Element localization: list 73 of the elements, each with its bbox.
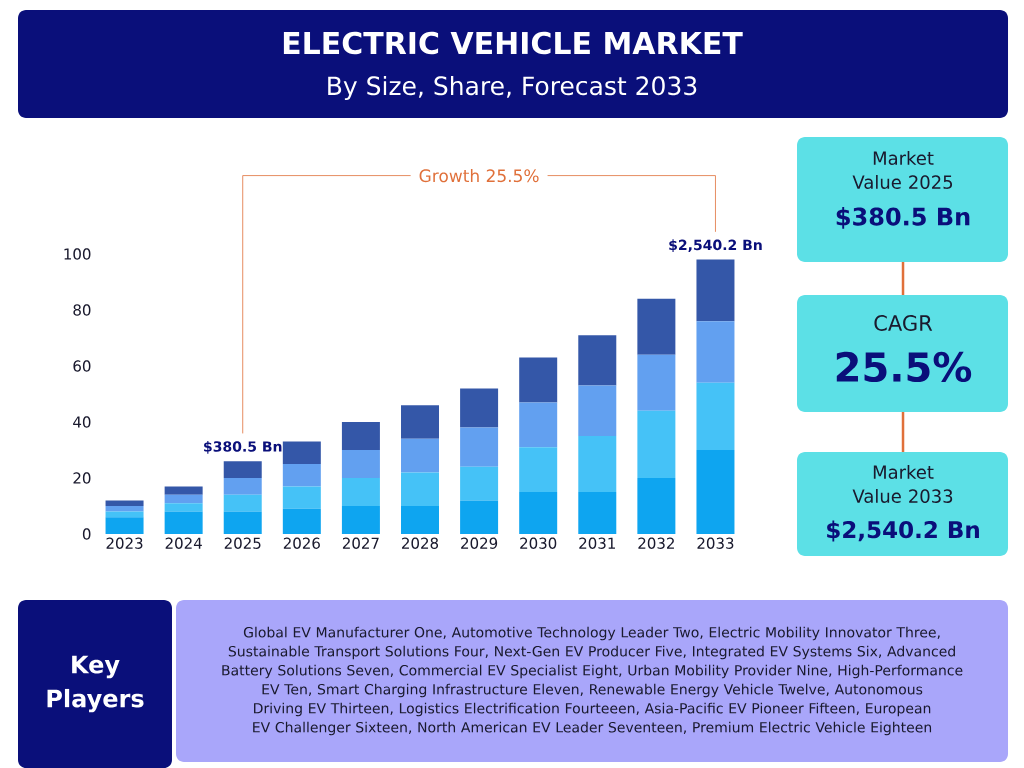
x-tick-label: 2026 [283,537,320,549]
bar [696,321,735,383]
bar [637,354,676,411]
bar [519,492,558,534]
bar [164,486,203,495]
bar [401,405,440,439]
x-tick-label: 2031 [579,537,615,549]
bar [401,506,440,534]
x-tick-label: 2032 [638,537,674,549]
bar [460,427,499,467]
bar [519,402,558,448]
bar [578,436,617,492]
bar [282,508,321,534]
text: Global EV Manufacturer One, Automotive Technology Leader Two, Electric Mobility Innovator Three, Sustainable Transport Solutions Four, Next-Gen EV Producer Five, Integrated EV Systems Six, Advanced Battery Solutions Seven, Commercial EV Specialist Eight, Urban Mobility Provider Nine, High-Performance EV Ten, Smart Charging Infrastructure Eleven, Renewable Energy Vehicle Twelve, Autonomous Driving EV Thirteen, Logistics Electrification Fourteeen, Asia-Pacific EV Pioneer Fifteen, European EV Challenger Sixteen, North American EV Leader Seventeen, Premium Electric Vehicle Eighteen [222,626,963,736]
bar [341,421,380,450]
bar [460,500,499,534]
annotation: $380.5 Bn [204,440,282,454]
bar [105,517,144,534]
bar [341,478,380,506]
annotation: $2,540.2 Bn [669,239,762,253]
y-tick-label: 80 [73,304,91,316]
x-tick-label: 2024 [165,537,202,549]
bar [460,388,499,428]
bar [282,464,321,487]
bar [578,492,617,534]
bar [637,298,676,355]
text: Market Value 2033 [852,465,953,503]
bar [105,500,144,506]
y-tick-label: 60 [73,360,91,372]
bar [519,357,558,403]
chart-title: ELECTRIC VEHICLE MARKET [283,31,743,55]
bar [696,450,735,534]
bar [282,486,321,509]
bar [401,472,440,506]
text: Growth 25.5% [419,169,539,183]
bar [341,450,380,478]
text: $380.5 Bn [836,207,970,229]
bar [637,478,676,534]
bar [223,494,262,512]
bar [223,478,262,495]
y-tick-label: 20 [73,472,91,484]
x-tick-label: 2028 [402,537,439,549]
y-tick-label: 40 [73,416,91,428]
bar [164,503,203,512]
x-tick-label: 2023 [106,537,143,549]
bar [696,259,735,322]
text: CAGR [874,315,933,331]
bar [696,382,735,450]
text: $2,540.2 Bn [827,520,979,542]
y-tick-label: 0 [82,528,91,540]
bar [637,410,676,478]
bar [341,506,380,534]
bar [164,494,203,504]
bar [519,447,558,492]
x-tick-label: 2027 [342,537,379,549]
x-tick-label: 2029 [461,537,498,549]
bar [223,461,262,478]
text: Key Players [47,655,144,713]
bar [401,438,440,473]
bar [223,511,262,534]
x-tick-label: 2033 [697,537,734,549]
bar [578,335,617,386]
x-tick-label: 2025 [224,537,261,549]
bar [164,511,203,534]
bar [460,466,499,501]
text: 25.5% [836,351,972,383]
text: Market Value 2025 [852,151,953,189]
y-tick-label: 100 [64,248,91,260]
chart-subtitle: By Size, Share, Forecast 2033 [328,75,697,101]
bar [282,441,321,464]
x-tick-label: 2030 [520,537,557,549]
bar [105,506,144,512]
bar [578,385,617,436]
